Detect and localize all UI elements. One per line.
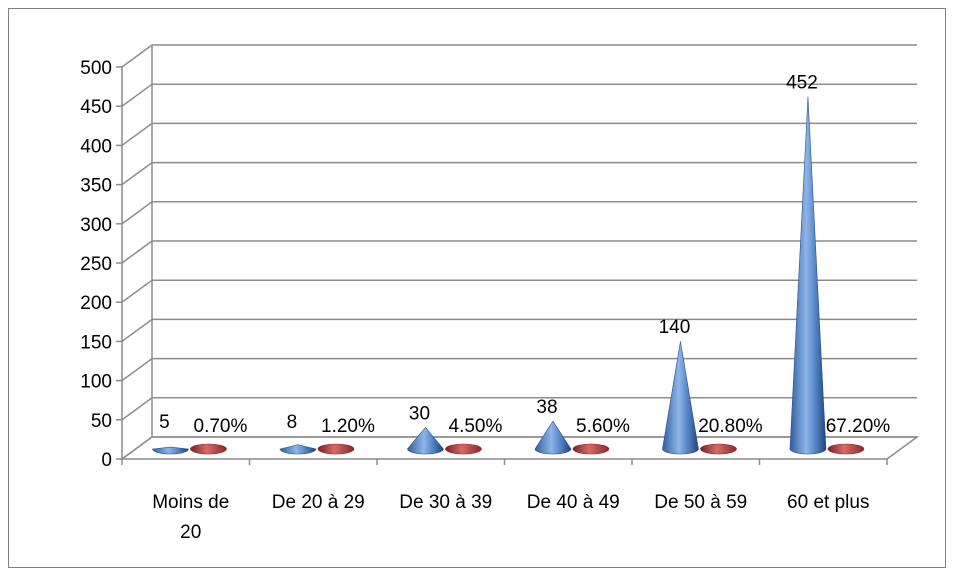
cone-mark — [700, 443, 737, 455]
y-tick-label: 400 — [80, 136, 112, 157]
x-tick-label: 20 — [180, 522, 201, 543]
gridlines — [121, 44, 917, 460]
cone-mark — [190, 443, 227, 455]
y-tick-label: 450 — [80, 97, 112, 118]
data-label: 20.80% — [698, 416, 763, 437]
y-tick-label: 500 — [80, 58, 112, 79]
data-label: 5 — [159, 412, 170, 433]
cone-mark — [534, 420, 572, 455]
y-tick-label: 100 — [80, 372, 112, 393]
data-label: 5.60% — [576, 416, 630, 437]
gridline — [121, 397, 917, 421]
data-label: 30 — [409, 403, 430, 424]
cone-mark — [572, 443, 610, 455]
x-tick-label: Moins de — [152, 492, 229, 513]
chart-frame — [8, 8, 946, 568]
y-tick-label: 250 — [80, 254, 112, 275]
data-labels: 5 0.70% 8 1.20% 30 4.50% 38 5.60% 140 20.80% 452 67… — [159, 73, 890, 437]
data-label: 4.50% — [449, 416, 503, 437]
y-tick-label: 0 — [101, 450, 112, 471]
x-axis: Moins de 20 De 20 à 29 De 30 à 39 De 40 à 49… — [121, 459, 888, 543]
cone-mark — [445, 443, 482, 455]
gridline — [121, 318, 917, 343]
cone-mark — [827, 443, 865, 455]
x-tick-label: De 20 à 29 — [272, 492, 365, 513]
cone-marks — [152, 96, 865, 455]
x-tick-label: De 40 à 49 — [527, 492, 620, 513]
gridline — [121, 122, 917, 147]
x-tick-label: De 30 à 39 — [399, 492, 492, 513]
y-tick-label: 150 — [80, 332, 112, 353]
gridline — [121, 240, 917, 264]
data-label: 38 — [536, 397, 557, 418]
data-label: 8 — [287, 412, 298, 433]
cone-mark — [279, 444, 317, 455]
gridline — [121, 161, 917, 186]
y-axis: 0 50 100 150 200 250 300 350 400 450 500 — [80, 58, 122, 471]
y-tick-label: 350 — [80, 176, 112, 197]
cone-mark — [407, 427, 444, 455]
data-label: 452 — [786, 73, 818, 94]
x-tick-label: 60 et plus — [787, 492, 869, 513]
gridline — [121, 357, 917, 382]
cone-mark — [789, 96, 827, 455]
gridline — [121, 279, 917, 303]
y-tick-label: 200 — [80, 293, 112, 314]
gridline — [121, 44, 917, 68]
data-label: 1.20% — [321, 416, 375, 437]
x-tick-label: De 50 à 59 — [654, 492, 747, 513]
cone-mark — [152, 446, 189, 455]
cone-mark — [317, 443, 355, 455]
y-tick-label: 300 — [80, 215, 112, 236]
data-label: 0.70% — [194, 416, 248, 437]
data-label: 67.20% — [826, 416, 891, 437]
gridline — [121, 436, 917, 460]
gridline — [121, 201, 917, 225]
gridline — [121, 83, 917, 107]
y-tick-label: 50 — [91, 411, 112, 432]
cone-mark — [662, 341, 699, 455]
data-label: 140 — [659, 317, 691, 338]
